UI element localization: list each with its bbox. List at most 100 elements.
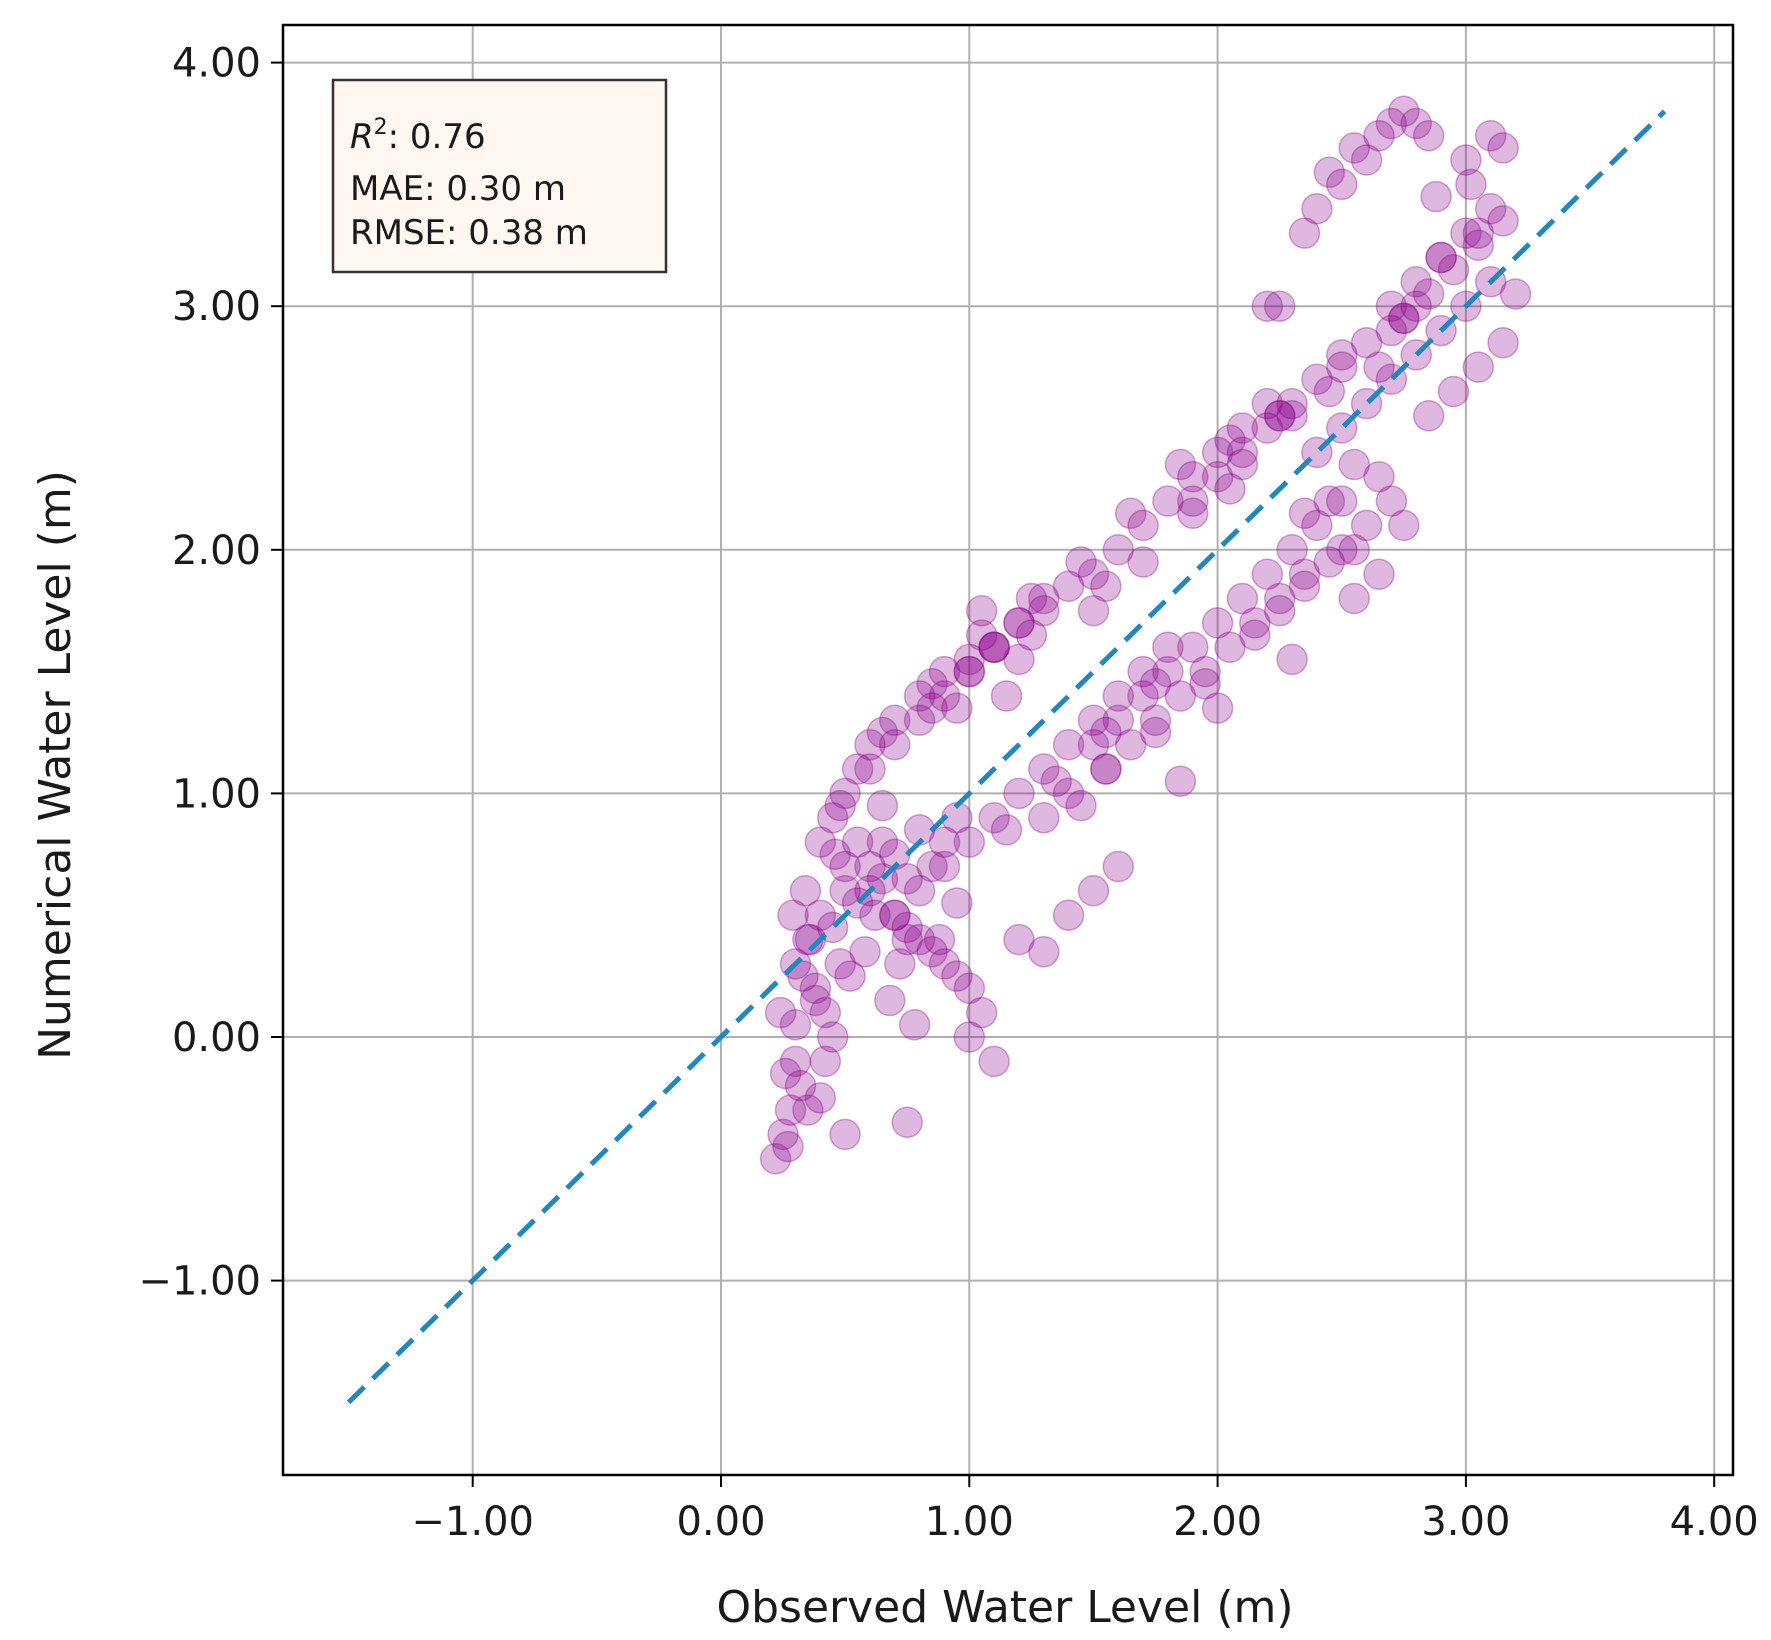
- data-point: [1263, 582, 1296, 615]
- y-tick-label: −1.00: [138, 1259, 261, 1305]
- data-point: [953, 655, 986, 688]
- data-point: [1251, 412, 1284, 444]
- data-point: [1363, 460, 1395, 493]
- data-point: [1177, 631, 1209, 663]
- r2-line: R2: 0.76: [350, 115, 486, 157]
- data-point: [816, 1021, 849, 1053]
- data-point: [1226, 412, 1259, 444]
- data-point: [923, 923, 956, 956]
- x-tick-label: 1.00: [925, 1499, 1014, 1545]
- data-point: [1028, 802, 1060, 834]
- data-point: [1301, 193, 1333, 225]
- data-point: [928, 850, 961, 883]
- data-point: [928, 948, 961, 980]
- data-point: [1263, 594, 1296, 627]
- data-point: [809, 1045, 842, 1078]
- data-point: [799, 972, 832, 1005]
- data-point: [1338, 132, 1370, 164]
- data-point: [804, 826, 837, 858]
- r2-value: : 0.76: [388, 117, 486, 157]
- data-point: [1003, 607, 1035, 639]
- data-point: [1437, 375, 1470, 408]
- data-point: [1177, 497, 1209, 530]
- data-point: [1152, 631, 1184, 663]
- data-point: [990, 814, 1023, 846]
- data-point: [854, 753, 886, 785]
- data-point: [1090, 753, 1122, 785]
- data-point: [1375, 107, 1408, 140]
- data-point: [1338, 534, 1370, 566]
- data-point: [1201, 436, 1234, 469]
- data-point: [1462, 217, 1495, 249]
- data-point: [1313, 485, 1346, 517]
- data-point: [1363, 351, 1395, 383]
- data-point: [1487, 205, 1519, 237]
- data-point: [965, 594, 998, 627]
- data-point: [1164, 680, 1197, 712]
- mae-line: MAE: 0.30 m: [350, 169, 566, 209]
- data-point: [1139, 716, 1172, 749]
- x-tick-label: 0.00: [676, 1499, 765, 1545]
- data-point: [891, 923, 923, 956]
- data-point: [1338, 582, 1370, 615]
- data-point: [1313, 156, 1346, 188]
- data-point: [1065, 546, 1097, 578]
- data-point: [1462, 229, 1495, 262]
- y-tick-label: 2.00: [172, 528, 261, 574]
- data-point: [941, 960, 973, 992]
- data-point: [916, 935, 948, 968]
- data-point: [1288, 558, 1321, 590]
- reference-line: [346, 109, 1667, 1405]
- data-point: [809, 996, 842, 1029]
- data-point: [1102, 680, 1135, 712]
- data-point: [898, 1009, 931, 1041]
- data-point: [1474, 193, 1507, 225]
- data-point: [1003, 923, 1035, 956]
- data-point: [1363, 558, 1395, 590]
- data-point: [1276, 643, 1308, 676]
- data-points: [759, 95, 1532, 1175]
- data-point: [1077, 704, 1110, 737]
- data-point: [1313, 546, 1346, 578]
- data-point: [1189, 655, 1221, 688]
- data-point: [1177, 485, 1209, 517]
- data-point: [1214, 631, 1246, 663]
- data-point: [1164, 765, 1197, 797]
- data-point: [829, 777, 861, 810]
- data-point: [1028, 935, 1060, 968]
- data-point: [1288, 217, 1321, 249]
- data-point: [1400, 290, 1432, 322]
- data-point: [1412, 400, 1445, 432]
- data-point: [1487, 132, 1519, 164]
- data-point: [1326, 168, 1358, 201]
- data-point: [824, 948, 856, 980]
- data-point: [1326, 485, 1358, 517]
- y-tick-label: 1.00: [172, 771, 261, 817]
- x-tick-label: −1.00: [411, 1499, 534, 1545]
- data-point: [953, 972, 986, 1005]
- data-point: [928, 655, 961, 688]
- x-tick-label: 3.00: [1421, 1499, 1510, 1545]
- data-point: [1214, 424, 1246, 456]
- data-point: [903, 680, 936, 712]
- data-point: [1251, 387, 1284, 420]
- data-point: [1263, 400, 1296, 432]
- data-point: [777, 899, 809, 931]
- data-point: [1450, 144, 1482, 176]
- data-point: [1028, 753, 1060, 785]
- data-point: [804, 899, 837, 931]
- data-point: [879, 704, 911, 737]
- data-point: [784, 1069, 817, 1102]
- data-point: [1102, 704, 1135, 737]
- data-point: [1420, 180, 1452, 213]
- data-point: [1127, 680, 1159, 712]
- data-point: [1015, 582, 1048, 615]
- data-point: [1127, 509, 1159, 542]
- data-point: [1487, 326, 1519, 359]
- data-point: [1102, 850, 1135, 883]
- x-axis-label: Observed Water Level (m): [716, 1582, 1293, 1633]
- r2-exponent: 2: [374, 115, 388, 140]
- data-point: [1375, 314, 1408, 347]
- data-point: [1276, 534, 1308, 566]
- data-point: [1164, 448, 1197, 481]
